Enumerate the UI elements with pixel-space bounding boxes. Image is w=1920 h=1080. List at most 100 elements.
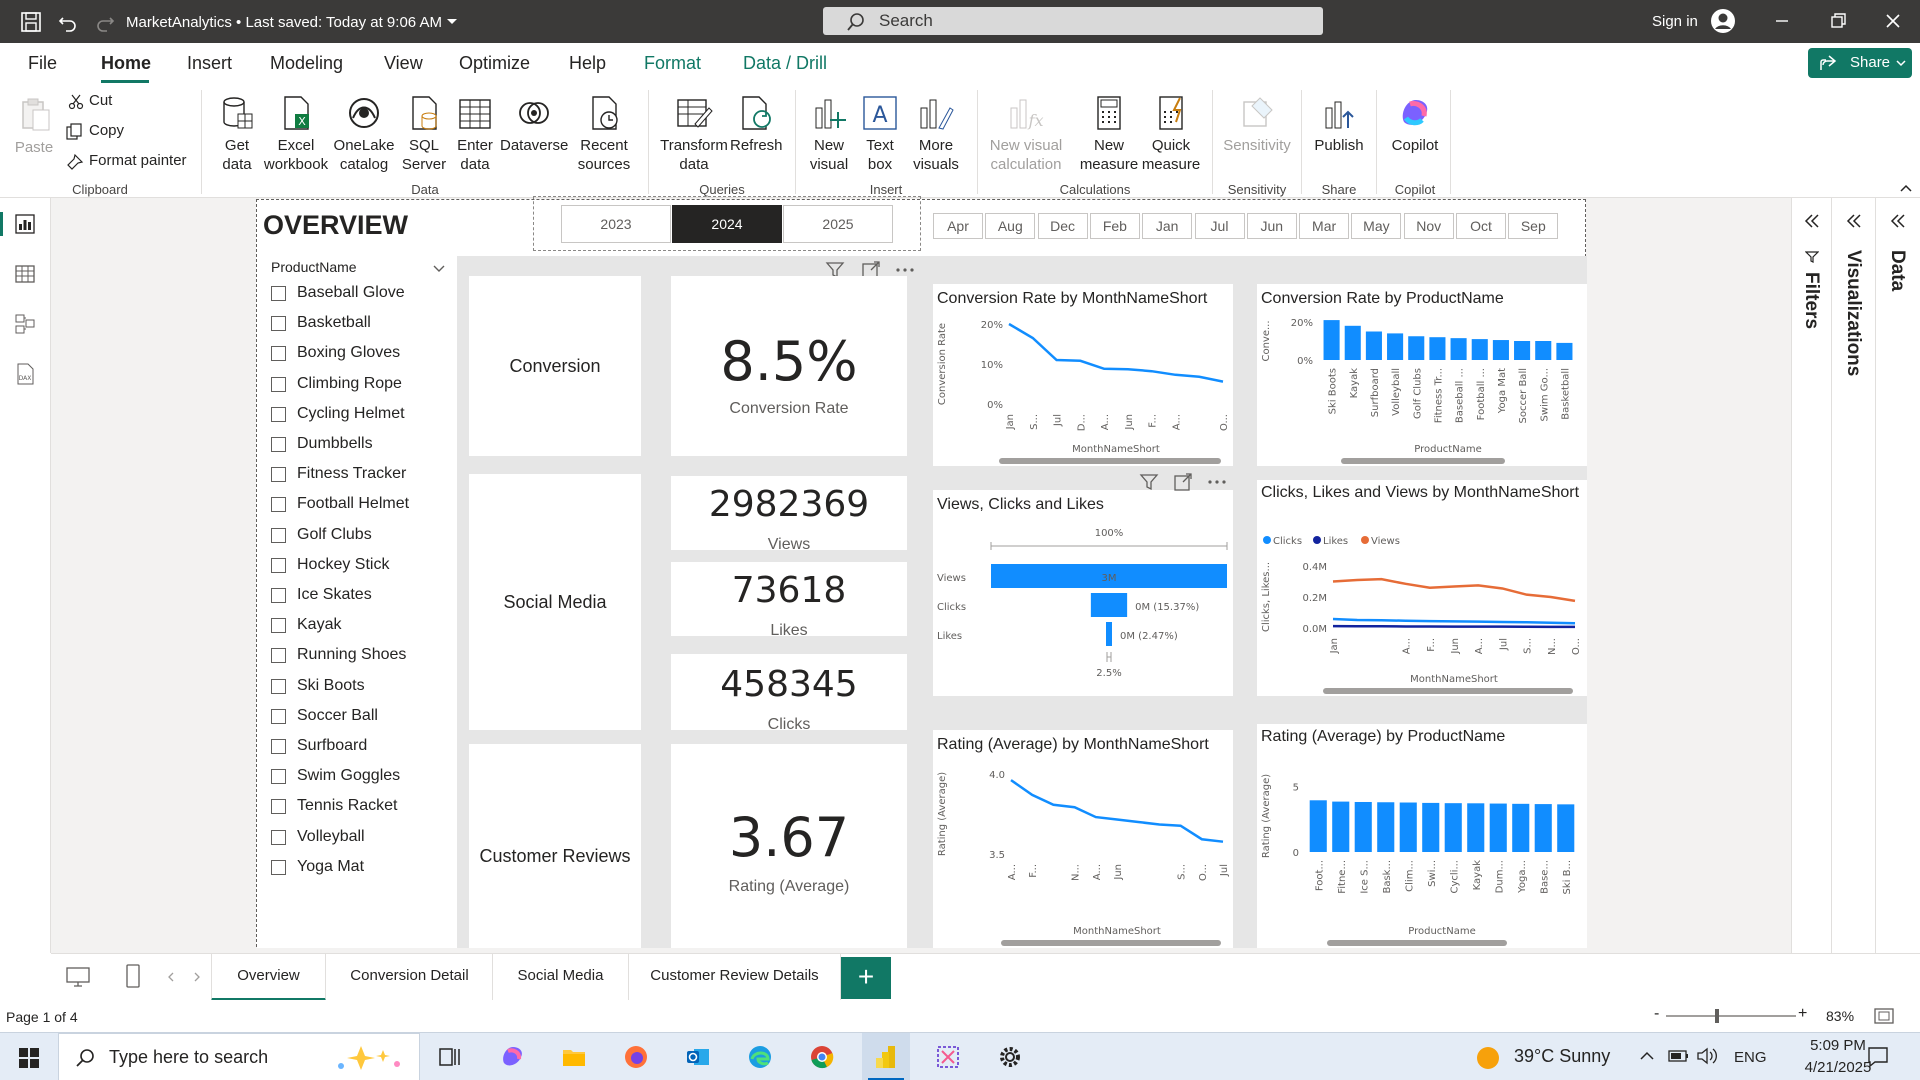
dax-query-view-icon[interactable]: DAX <box>13 362 37 386</box>
mobile-layout-icon[interactable] <box>125 963 141 989</box>
sensitivity-button[interactable]: Sensitivity <box>1218 86 1296 176</box>
clock-time[interactable]: 5:09 PM <box>1810 1037 1866 1054</box>
table-view-icon[interactable] <box>13 262 37 286</box>
enter-data-button[interactable]: Enter data <box>450 86 500 176</box>
recent-sources-button[interactable]: Recent sources <box>568 86 640 176</box>
new-visual-button[interactable]: New visual <box>802 86 856 176</box>
month-button-sep[interactable]: Sep <box>1508 213 1559 239</box>
search-box[interactable]: Search <box>823 7 1323 35</box>
transform-data-button[interactable]: Transform data <box>658 86 730 176</box>
taskbar-search[interactable]: Type here to search <box>58 1033 420 1080</box>
expand-pane-icon[interactable] <box>1846 214 1862 228</box>
month-button-feb[interactable]: Feb <box>1089 213 1140 239</box>
year-button-2024[interactable]: 2024 <box>672 205 782 243</box>
undo-icon[interactable] <box>55 9 81 35</box>
paste-button[interactable]: Paste <box>8 86 60 176</box>
share-button[interactable]: Share <box>1808 48 1912 78</box>
volume-icon[interactable] <box>1696 1047 1718 1065</box>
onelake-catalog-button[interactable]: OneLake catalog <box>330 86 398 176</box>
tab-data-drill[interactable]: Data / Drill <box>743 53 828 73</box>
sql-server-button[interactable]: SQL Server <box>398 86 450 176</box>
zoom-slider-track[interactable] <box>1666 1015 1796 1017</box>
year-button-2023[interactable]: 2023 <box>561 205 671 243</box>
tab-help[interactable]: Help <box>569 53 607 73</box>
rating-by-product-chart[interactable]: Rating (Average) by ProductName 5 0 Rating … <box>1257 724 1587 948</box>
snipping-tool-icon[interactable] <box>934 1043 962 1071</box>
tab-view[interactable]: View <box>384 53 423 73</box>
scroll-left-icon[interactable] <box>167 972 175 982</box>
slicer-checkbox[interactable] <box>271 346 286 362</box>
save-icon[interactable] <box>18 9 44 35</box>
excel-workbook-button[interactable]: X Excel workbook <box>262 86 330 176</box>
filter-icon[interactable] <box>1139 472 1159 492</box>
add-page-button[interactable]: + <box>841 957 891 999</box>
expand-pane-icon[interactable] <box>1804 214 1820 228</box>
power-bi-icon[interactable] <box>872 1043 900 1071</box>
slicer-checkbox[interactable] <box>271 859 286 875</box>
zoom-out-button[interactable]: - <box>1654 1005 1660 1022</box>
slicer-checkbox[interactable] <box>271 557 286 573</box>
month-button-jun[interactable]: Jun <box>1246 213 1297 239</box>
month-button-jul[interactable]: Jul <box>1194 213 1245 239</box>
account-icon[interactable] <box>1710 8 1736 34</box>
year-button-2025[interactable]: 2025 <box>783 205 893 243</box>
month-button-jan[interactable]: Jan <box>1142 213 1193 239</box>
page-tab-overview[interactable]: Overview <box>211 954 326 1001</box>
scroll-right-icon[interactable] <box>193 972 201 982</box>
zoom-slider-thumb[interactable] <box>1715 1009 1719 1023</box>
rating-card[interactable]: 3.67 Rating (Average) <box>671 744 907 948</box>
visualizations-pane-collapsed[interactable]: Visualizations <box>1832 198 1876 953</box>
slicer-checkbox[interactable] <box>271 678 286 694</box>
slicer-checkbox[interactable] <box>271 316 286 332</box>
rating-by-month-chart[interactable]: Rating (Average) by MonthNameShort 4.0 3.5… <box>933 730 1233 948</box>
tab-home[interactable]: Home <box>101 53 152 73</box>
month-button-aug[interactable]: Aug <box>985 213 1036 239</box>
get-data-button[interactable]: Get data <box>210 86 264 176</box>
slicer-checkbox[interactable] <box>271 829 286 845</box>
conversion-rate-card[interactable]: 8.5% Conversion Rate <box>671 276 907 456</box>
slicer-checkbox[interactable] <box>271 739 286 754</box>
slicer-checkbox[interactable] <box>271 497 286 513</box>
task-view-icon[interactable] <box>436 1043 464 1071</box>
month-button-apr[interactable]: Apr <box>933 213 983 239</box>
slicer-checkbox[interactable] <box>271 708 286 724</box>
slicer-checkbox[interactable] <box>271 376 286 392</box>
more-visuals-button[interactable]: More visuals <box>904 86 968 176</box>
page-tab-conversion-detail[interactable]: Conversion Detail <box>327 954 493 1001</box>
language-indicator[interactable]: ENG <box>1734 1049 1767 1066</box>
page-tab-social-media[interactable]: Social Media <box>493 954 629 1001</box>
slicer-checkbox[interactable] <box>271 769 286 785</box>
report-view-icon[interactable] <box>13 212 37 236</box>
weather-text[interactable]: 39°C Sunny <box>1514 1046 1611 1066</box>
filters-pane-collapsed[interactable]: Filters <box>1792 198 1832 953</box>
publish-button[interactable]: Publish <box>1306 86 1372 176</box>
copilot-taskbar-icon[interactable] <box>498 1043 526 1071</box>
focus-mode-icon[interactable] <box>1173 472 1193 492</box>
fit-to-page-icon[interactable] <box>1874 1008 1894 1024</box>
app-title[interactable]: MarketAnalytics • Last saved: Today at 9… <box>126 14 442 31</box>
month-button-dec[interactable]: Dec <box>1037 213 1088 239</box>
month-button-mar[interactable]: Mar <box>1299 213 1350 239</box>
settings-icon[interactable] <box>996 1043 1024 1071</box>
sign-in-link[interactable]: Sign in <box>1652 13 1698 30</box>
close-icon[interactable] <box>1882 10 1904 32</box>
month-button-nov[interactable]: Nov <box>1403 213 1454 239</box>
clicks-likes-views-chart[interactable]: Clicks, Likes and Views by MonthNameShor… <box>1257 480 1587 696</box>
slicer-checkbox[interactable] <box>271 467 286 483</box>
views-clicks-likes-funnel[interactable]: Views, Clicks and Likes 100% Views 3M Clicks… <box>933 490 1233 696</box>
collapse-ribbon-icon[interactable] <box>1900 184 1912 192</box>
slicer-checkbox[interactable] <box>271 406 286 422</box>
model-view-icon[interactable] <box>13 312 37 336</box>
show-hidden-icons-icon[interactable] <box>1640 1051 1654 1061</box>
tab-optimize[interactable]: Optimize <box>459 53 531 73</box>
likes-card[interactable]: 73618 Likes <box>671 562 907 636</box>
clock-date[interactable]: 4/21/2025 <box>1804 1059 1872 1076</box>
new-visual-calculation-button[interactable]: fx New visual calculation <box>984 86 1068 176</box>
redo-icon[interactable] <box>92 9 118 35</box>
more-options-icon[interactable] <box>1207 478 1227 486</box>
file-explorer-icon[interactable] <box>560 1043 588 1071</box>
quick-measure-button[interactable]: Quick measure <box>1130 86 1212 176</box>
slicer-checkbox[interactable] <box>271 648 286 664</box>
edge-icon[interactable] <box>746 1043 774 1071</box>
slicer-checkbox[interactable] <box>271 527 286 543</box>
